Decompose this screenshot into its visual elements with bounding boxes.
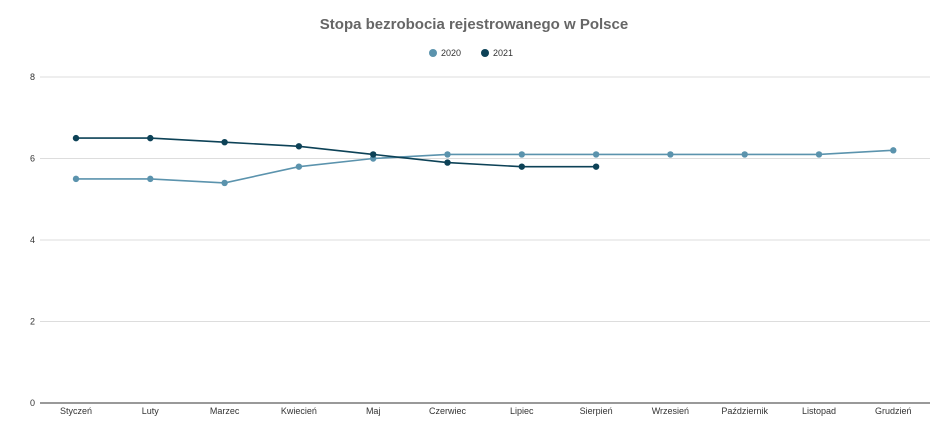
y-tick-label: 0 — [30, 398, 35, 408]
x-tick-label: Marzec — [210, 406, 240, 416]
y-tick-label: 2 — [30, 317, 35, 327]
series-line — [76, 149, 894, 184]
y-tick-label: 8 — [30, 72, 35, 82]
data-point[interactable] — [815, 151, 823, 158]
series-line — [76, 137, 597, 168]
x-tick-label: Grudzień — [875, 406, 912, 416]
x-tick-label: Listopad — [802, 406, 836, 416]
data-point[interactable] — [72, 175, 80, 183]
y-tick-label: 6 — [30, 154, 35, 164]
data-point[interactable] — [295, 143, 303, 150]
data-point[interactable] — [370, 151, 377, 158]
data-point[interactable] — [592, 151, 600, 158]
x-axis: Styczeń Luty Marzec Kwiecień Maj Czerwiec Lipi… — [60, 406, 912, 416]
data-point[interactable] — [221, 139, 228, 146]
legend-item-2021[interactable]: 2021 — [481, 48, 513, 58]
x-tick-label: Luty — [142, 406, 160, 416]
y-axis: 0 2 4 6 8 — [30, 72, 35, 408]
data-point[interactable] — [221, 179, 228, 187]
legend-label: 2020 — [441, 48, 461, 58]
legend-label: 2021 — [493, 48, 513, 58]
series-2021 — [72, 134, 600, 170]
data-point[interactable] — [518, 163, 525, 170]
data-point[interactable] — [72, 134, 80, 142]
grid-lines — [40, 76, 930, 404]
data-point[interactable] — [444, 159, 451, 166]
data-point[interactable] — [518, 151, 525, 158]
data-point[interactable] — [741, 151, 748, 158]
y-tick-label: 4 — [30, 235, 35, 245]
chart-title: Stopa bezrobocia rejestrowanego w Polsce — [320, 16, 628, 33]
legend: 2020 2021 — [429, 48, 513, 58]
data-point[interactable] — [667, 151, 674, 158]
x-tick-label: Czerwiec — [429, 406, 467, 416]
legend-marker — [481, 49, 489, 57]
series-2020 — [72, 147, 897, 187]
x-tick-label: Maj — [366, 406, 381, 416]
data-point[interactable] — [147, 134, 154, 142]
series-layer — [72, 134, 897, 187]
data-point[interactable] — [592, 163, 600, 170]
x-tick-label: Styczeń — [60, 406, 92, 416]
data-point[interactable] — [295, 163, 303, 170]
x-tick-label: Lipiec — [510, 406, 534, 416]
legend-marker — [429, 49, 437, 57]
x-tick-label: Sierpień — [580, 406, 613, 416]
x-tick-label: Październik — [721, 406, 768, 416]
x-tick-label: Wrzesień — [652, 406, 689, 416]
x-tick-label: Kwiecień — [281, 406, 317, 416]
legend-item-2020[interactable]: 2020 — [429, 48, 461, 58]
data-point[interactable] — [444, 151, 451, 158]
data-point[interactable] — [147, 175, 154, 183]
data-point[interactable] — [890, 147, 897, 154]
